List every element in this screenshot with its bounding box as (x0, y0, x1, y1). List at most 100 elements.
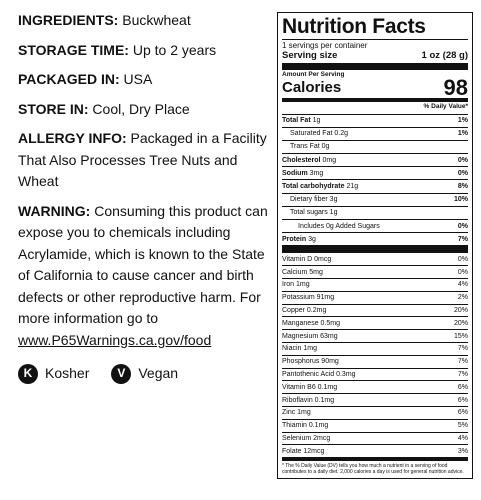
nutrient-row: Copper 0.2mg 20% (282, 303, 468, 317)
info-text: Buckwheat (122, 12, 191, 28)
info-packaged: PACKAGED IN: USA (18, 69, 270, 91)
info-label: PACKAGED IN: (18, 71, 120, 87)
nutrient-row: Cholesterol 0mg 0% (282, 153, 468, 166)
nutrient-dv: 7% (457, 345, 468, 353)
nutrient-label: Copper 0.2mg (282, 306, 327, 314)
nutrient-row: Vitamin B6 0.1mg 6% (282, 380, 468, 393)
product-info: INGREDIENTS: Buckwheat STORAGE TIME: Up … (18, 10, 270, 385)
nutrient-name: Folate 12mcg (282, 448, 324, 455)
info-text: Consuming this product can expose you to… (18, 202, 268, 327)
nutrient-dv: 4% (457, 434, 468, 442)
nutrient-row: Thiamin 0.1mg 5% (282, 418, 468, 432)
nutrient-name: Selenium 2mcg (282, 435, 330, 442)
nutrient-dv: 7% (457, 358, 468, 366)
nutrient-dv: 1% (457, 130, 468, 138)
nutrient-label: Protein (282, 235, 307, 243)
calories: Calories 98 (282, 77, 468, 99)
nutrient-name: Total Fat 1g (282, 117, 320, 124)
nutrient-name: Calcium 5mg (282, 269, 323, 276)
nutrient-dv: 20% (453, 306, 468, 314)
serving-size: Serving size 1 oz (28 g) (282, 51, 468, 61)
nutrient-dv: 0% (457, 156, 468, 164)
info-label: STORAGE TIME: (18, 41, 129, 58)
info-text: Up to 2 years (132, 41, 217, 58)
nutrient-name: Cholesterol 0mg (282, 157, 336, 164)
macros: Total Fat 1g 1% Saturated Fat 0.2g 1% Trans … (282, 113, 468, 246)
nutrient-row: Total Fat 1g 1% (282, 113, 468, 127)
nutrient-row: Folate 12mcg 3% (282, 444, 468, 457)
nutrient-row: Magnesium 63mg 15% (282, 329, 468, 342)
nutrient-row: Potassium 91mg 2% (282, 290, 468, 304)
warning-link[interactable]: www.P65Warnings.ca.gov/food (18, 331, 212, 348)
info-ingredients: INGREDIENTS: Buckwheat (18, 10, 270, 32)
info-storage: STORAGE TIME: Up to 2 years (18, 40, 270, 62)
nutrient-name: Iron 1mg (282, 281, 310, 288)
nutrient-label: Potassium 91mg (282, 294, 335, 302)
nutrient-name: Niacin 1mg (282, 345, 317, 352)
nutrient-amount: 3g (308, 235, 316, 243)
nutrient-name: Riboflavin 0.1mg (282, 397, 334, 404)
nutrient-label: Vitamin D 0mcg (282, 255, 332, 263)
nutrient-label: Includes 0g Added Sugars (298, 222, 380, 230)
info-label: WARNING: (18, 202, 91, 219)
info-label: INGREDIENTS: (18, 12, 119, 28)
nutrient-label: Zinc 1mg (282, 409, 311, 417)
nutrient-dv: 4% (457, 281, 468, 289)
nutrient-name: Total sugars 1g (282, 209, 337, 216)
nutrient-label: Dietary fiber 3g (290, 196, 338, 204)
nutrient-label: Folate 12mcg (282, 447, 325, 455)
vitamins: Vitamin D 0mcg 0% Calcium 5mg 0% Iron 1mg 4% P… (282, 252, 468, 457)
nutrient-name: Pantothenic Acid 0.3mg (282, 371, 356, 378)
nutrient-label: Cholesterol (282, 156, 321, 164)
nutrient-row: Niacin 1mg 7% (282, 341, 468, 355)
nutrient-dv: 0% (457, 255, 468, 263)
nutrient-name: Potassium 91mg (282, 294, 334, 301)
nutrient-amount: 1g (312, 117, 321, 125)
nutrient-label: Magnesium 63mg (282, 332, 338, 340)
info-label: STORE IN: (18, 100, 89, 117)
nutrient-row: Vitamin D 0mcg 0% (282, 252, 468, 265)
nutrient-name: Protein 3g (282, 236, 316, 243)
nutrient-dv: 0% (457, 268, 468, 276)
nutrient-label: Vitamin B6 0.1mg (282, 383, 338, 391)
nutrient-row: Pantothenic Acid 0.3mg 7% (282, 367, 468, 381)
nutrient-name: Dietary fiber 3g (282, 196, 337, 203)
nutrient-dv: 7% (457, 235, 468, 243)
nutrient-name: Thiamin 0.1mg (282, 422, 328, 429)
nutrient-amount: 0mg (322, 156, 337, 164)
nutrient-row: Includes 0g Added Sugars 0% (282, 219, 468, 232)
nutrient-name: Zinc 1mg (282, 409, 311, 416)
nutrient-label: Trans Fat 0g (290, 143, 330, 151)
nutrient-amount: 21g (346, 183, 359, 191)
nutrient-name: Total carbohydrate 21g (282, 183, 358, 190)
nutrient-row: Saturated Fat 0.2g 1% (282, 126, 468, 140)
nutrient-label: Iron 1mg (282, 281, 310, 289)
nutrient-row: Iron 1mg 4% (282, 277, 468, 291)
nutrient-label: Total carbohydrate (282, 183, 345, 191)
info-text: Cool, Dry Place (92, 100, 190, 117)
nutrient-dv: 7% (457, 370, 468, 378)
nutrient-dv: 2% (457, 294, 468, 302)
info-store: STORE IN: Cool, Dry Place (18, 99, 270, 121)
badge-icon: V (111, 363, 132, 384)
info-text: USA (123, 71, 153, 87)
nutrient-label: Sodium (282, 169, 308, 177)
nutrient-label: Selenium 2mcg (282, 434, 331, 442)
nutrient-dv: 5% (457, 422, 468, 430)
nutrient-dv: 8% (457, 183, 468, 191)
nutrient-dv: 15% (453, 332, 468, 340)
nutrient-name: Copper 0.2mg (282, 307, 326, 314)
nutrient-row: Protein 3g 7% (282, 232, 468, 245)
divider (282, 98, 468, 102)
nutrient-row: Dietary fiber 3g 10% (282, 192, 468, 206)
nutrient-label: Pantothenic Acid 0.3mg (282, 370, 356, 378)
nutrient-name: Phosphorus 90mg (282, 358, 339, 365)
nutrient-name: Trans Fat 0g (282, 143, 329, 150)
nutrient-label: Niacin 1mg (282, 345, 318, 353)
badge-icon: K (18, 363, 38, 384)
footnote: * The % Daily Value (DV) tells you how m… (282, 457, 468, 475)
nutrient-dv: 6% (457, 396, 468, 404)
info-label: ALLERGY INFO: (18, 130, 127, 146)
nutrient-row: Total carbohydrate 21g 8% (282, 179, 468, 192)
